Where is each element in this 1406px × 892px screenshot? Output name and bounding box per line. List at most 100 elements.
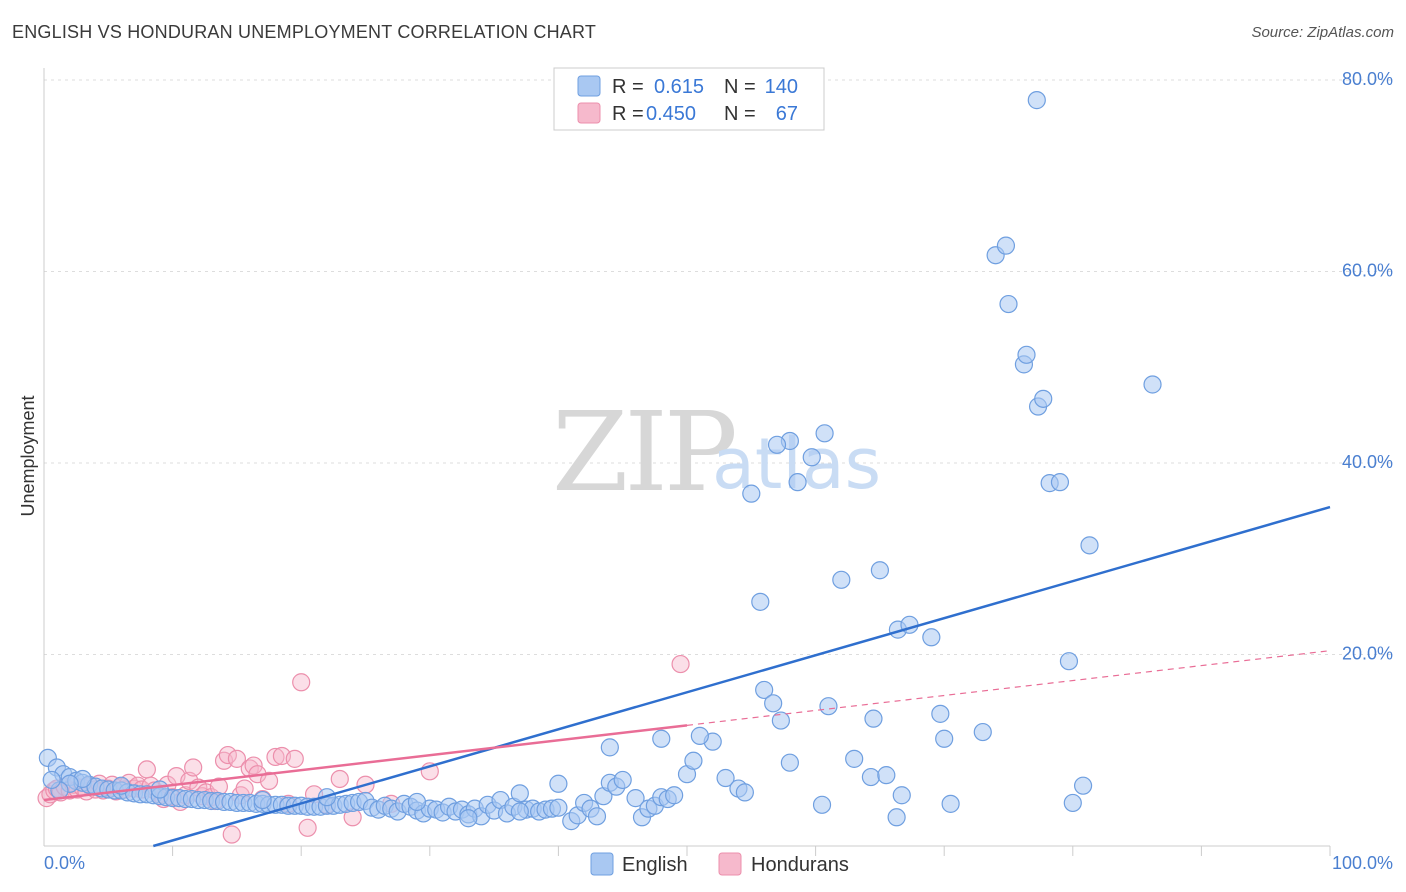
english-point [665,786,684,805]
y-tick-label: 20.0% [1342,644,1393,664]
english-point [1143,375,1162,394]
english-point [845,749,864,768]
legend-box: R = 0.615 N = 140 R = 0.450 N = 67 [553,67,825,131]
english-point [510,802,529,821]
english-point [150,780,169,799]
hondurans-point [330,769,349,789]
bottom-legend-hondurans: Hondurans [751,854,849,876]
english-point [922,628,941,647]
watermark-zip: ZIP [552,388,735,516]
hondurans-point [285,749,304,768]
english-point [887,808,906,827]
english-point [996,236,1016,255]
legend-n-value-2: 67 [776,103,798,125]
english-point [742,484,761,503]
hondurans-point [292,673,311,692]
axes [43,68,1330,847]
legend-n-label-1: N = [724,76,756,98]
english-point [1063,793,1082,813]
english-point [815,424,834,443]
hondurans-point [137,760,156,779]
english-point [780,753,799,772]
bottom-legend-swatch-english [590,852,614,876]
english-point [549,774,568,793]
hondurans-point [298,818,317,837]
english-point [407,792,427,812]
english-point [613,770,632,790]
english-point [812,795,832,814]
x-tick-label: 0.0% [44,853,85,873]
legend-r-value-1: 0.615 [654,76,704,98]
english-point [253,790,272,810]
legend-r-label-2: R = [612,103,644,125]
legend-r-label-1: R = [612,76,644,98]
hondurans-point [218,745,237,765]
y-tick-label: 60.0% [1342,261,1393,281]
hondurans-trend-line [43,724,688,802]
english-point [1050,473,1070,492]
english-point [716,768,735,788]
english-point [587,807,607,826]
hondurans-point [259,771,279,790]
bottom-legend: English Hondurans [590,852,849,876]
english-point [892,786,911,805]
english-point [864,709,883,728]
hondurans-point [266,747,285,767]
english-trend-line [152,505,1331,848]
legend-n-label-2: N = [724,103,756,125]
watermark: ZIP atlas [552,388,881,516]
bottom-legend-swatch-hondurans [718,852,742,876]
english-point [788,473,807,492]
english-point [1017,345,1036,364]
english-point [690,726,709,745]
english-point [510,784,529,803]
hondurans-point [222,825,241,844]
english-point [626,789,645,808]
english-point [819,697,838,716]
english-point [751,592,770,611]
english-point [1027,91,1046,110]
english-point [861,767,880,787]
y-tick-label: 40.0% [1342,452,1393,472]
y-tick-labels: 80.0% 60.0% 40.0% 20.0% [1342,69,1393,664]
english-point [973,722,992,742]
x-tick-label: 100.0% [1332,853,1393,873]
y-axis-label: Unemployment [18,395,38,516]
hondurans-point [244,756,263,775]
grid-lines [44,79,1395,856]
chart-title: ENGLISH VS HONDURAN UNEMPLOYMENT CORRELA… [12,22,597,42]
y-tick-label: 80.0% [1342,69,1393,89]
english-point [870,561,890,580]
english-point [767,435,787,454]
hondurans-point [180,771,199,790]
x-tick-labels: 0.0% 100.0% [44,853,1393,873]
english-point [931,704,950,723]
english-point [832,570,851,589]
source-credit: Source: ZipAtlas.com [1251,24,1394,41]
english-point [999,294,1018,314]
hondurans-point [184,758,203,777]
english-point [652,729,671,748]
english-point [755,680,774,700]
bottom-legend-english: English [622,854,688,876]
english-point [802,448,821,467]
english-point [771,711,790,730]
legend-swatch-hondurans [577,102,601,124]
trend-lines [43,505,1331,848]
english-point [1073,776,1093,795]
english-point [1080,536,1099,555]
english-points [38,91,1162,831]
english-point [1059,652,1079,671]
hondurans-trend-extension [686,650,1331,726]
english-point [684,751,703,770]
hondurans-point [227,749,246,768]
hondurans-point [671,654,690,674]
english-point [459,809,478,828]
english-point [735,783,754,802]
english-point [600,738,619,757]
legend-swatch-english [577,75,601,97]
english-point [877,766,896,785]
english-point [764,694,783,713]
legend-n-value-1: 140 [765,76,798,98]
english-point [935,729,954,748]
